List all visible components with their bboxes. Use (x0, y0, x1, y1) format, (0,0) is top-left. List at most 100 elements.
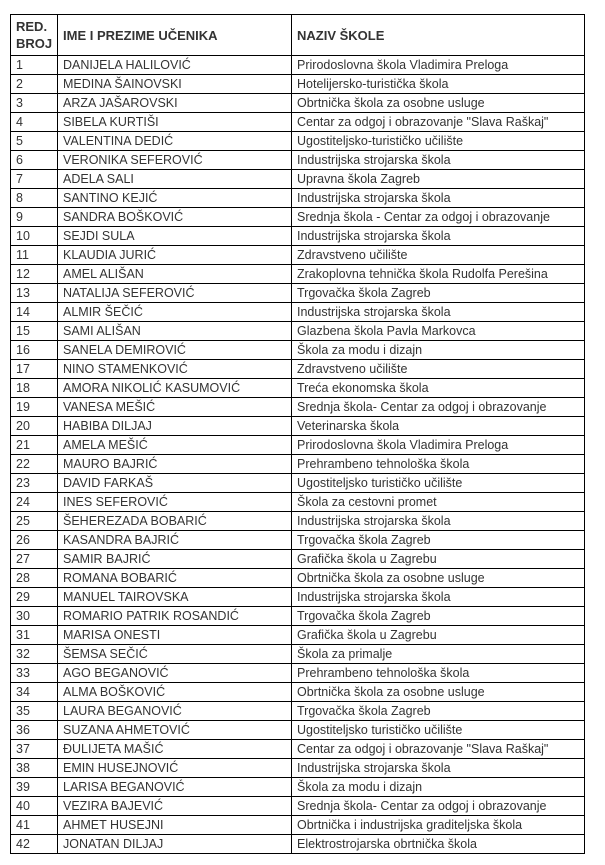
table-row: 23 DAVID FARKAŠ Ugostiteljsko turističko u… (10, 473, 585, 493)
table-row: 19 VANESA MEŠIĆ Srednja škola- Centar za o… (10, 397, 585, 417)
school-name: Prirodoslovna škola Vladimira Preloga (291, 55, 585, 75)
row-number: 2 (10, 74, 58, 94)
school-name: Škola za primalje (291, 644, 585, 664)
school-name: Industrijska strojarska škola (291, 188, 585, 208)
row-number: 13 (10, 283, 58, 303)
row-number: 30 (10, 606, 58, 626)
row-number: 1 (10, 55, 58, 75)
table-row: 3 ARZA JAŠAROVSKI Obrtnička škola za osobn… (10, 93, 585, 113)
table-row: 6 VERONIKA SEFEROVIĆ Industrijska strojars… (10, 150, 585, 170)
row-number: 5 (10, 131, 58, 151)
school-name: Centar za odgoj i obrazovanje "Slava Raš… (291, 112, 585, 132)
row-number: 34 (10, 682, 58, 702)
student-name: ARZA JAŠAROVSKI (57, 93, 292, 113)
student-name: NINO STAMENKOVIĆ (57, 359, 292, 379)
school-name: Trgovačka škola Zagreb (291, 283, 585, 303)
student-name: VERONIKA SEFEROVIĆ (57, 150, 292, 170)
student-name: NATALIJA SEFEROVIĆ (57, 283, 292, 303)
student-name: AMELA MEŠIĆ (57, 435, 292, 455)
school-name: Trgovačka škola Zagreb (291, 530, 585, 550)
row-number: 38 (10, 758, 58, 778)
table-row: 29 MANUEL TAIROVSKA Industrijska strojarsk… (10, 587, 585, 607)
student-name: ROMANA BOBARIĆ (57, 568, 292, 588)
row-number: 37 (10, 739, 58, 759)
student-name: SEJDI SULA (57, 226, 292, 246)
student-name: ADELA SALI (57, 169, 292, 189)
school-name: Grafička škola u Zagrebu (291, 549, 585, 569)
row-number: 8 (10, 188, 58, 208)
row-number: 6 (10, 150, 58, 170)
table-row: 25 ŠEHEREZADA BOBARIĆ Industrijska strojar… (10, 511, 585, 531)
row-number: 12 (10, 264, 58, 284)
table-row: 31 MARISA ONESTI Grafička škola u Zagrebu (10, 625, 585, 645)
row-number: 7 (10, 169, 58, 189)
header-number: RED. BROJ (10, 14, 58, 56)
table-row: 39 LARISA BEGANOVIĆ Škola za modu i dizajn (10, 777, 585, 797)
table-row: 33 AGO BEGANOVIĆ Prehrambeno tehnološka šk… (10, 663, 585, 683)
row-number: 32 (10, 644, 58, 664)
school-name: Treća ekonomska škola (291, 378, 585, 398)
student-name: VANESA MEŠIĆ (57, 397, 292, 417)
student-name: AGO BEGANOVIĆ (57, 663, 292, 683)
school-name: Grafička škola u Zagrebu (291, 625, 585, 645)
student-name: AMEL ALIŠAN (57, 264, 292, 284)
table-row: 20 HABIBA DILJAJ Veterinarska škola (10, 416, 585, 436)
table-row: 15 SAMI ALIŠAN Glazbena škola Pavla Markov… (10, 321, 585, 341)
header-student-name: IME I PREZIME UČENIKA (57, 14, 292, 56)
school-name: Veterinarska škola (291, 416, 585, 436)
table-row: 11 KLAUDIA JURIĆ Zdravstveno učilište (10, 245, 585, 265)
table-row: 38 EMIN HUSEJNOVIĆ Industrijska strojarska… (10, 758, 585, 778)
student-name: ŠEMSA SEČIĆ (57, 644, 292, 664)
table-row: 9 SANDRA BOŠKOVIĆ Srednja škola - Centar z… (10, 207, 585, 227)
school-name: Zdravstveno učilište (291, 359, 585, 379)
student-name: LARISA BEGANOVIĆ (57, 777, 292, 797)
school-name: Upravna škola Zagreb (291, 169, 585, 189)
school-name: Centar za odgoj i obrazovanje "Slava Raš… (291, 739, 585, 759)
row-number: 23 (10, 473, 58, 493)
row-number: 33 (10, 663, 58, 683)
students-table: RED. BROJ IME I PREZIME UČENIKA NAZIV ŠK… (10, 14, 585, 854)
school-name: Ugostiteljsko turističko učilište (291, 720, 585, 740)
student-name: LAURA BEGANOVIĆ (57, 701, 292, 721)
school-name: Škola za modu i dizajn (291, 777, 585, 797)
student-name: ROMARIO PATRIK ROSANDIĆ (57, 606, 292, 626)
school-name: Prirodoslovna škola Vladimira Preloga (291, 435, 585, 455)
school-name: Trgovačka škola Zagreb (291, 701, 585, 721)
row-number: 3 (10, 93, 58, 113)
table-row: 12 AMEL ALIŠAN Zrakoplovna tehnička škola … (10, 264, 585, 284)
student-name: EMIN HUSEJNOVIĆ (57, 758, 292, 778)
table-row: 16 SANELA DEMIROVIĆ Škola za modu i dizajn (10, 340, 585, 360)
table-row: 13 NATALIJA SEFEROVIĆ Trgovačka škola Zagr… (10, 283, 585, 303)
row-number: 22 (10, 454, 58, 474)
table-row: 1 DANIJELA HALILOVIĆ Prirodoslovna škola V… (10, 55, 585, 75)
school-name: Ugostiteljsko-turističko učilište (291, 131, 585, 151)
table-row: 27 SAMIR BAJRIĆ Grafička škola u Zagrebu (10, 549, 585, 569)
school-name: Zrakoplovna tehnička škola Rudolfa Pereš… (291, 264, 585, 284)
student-name: MANUEL TAIROVSKA (57, 587, 292, 607)
student-name: ŠEHEREZADA BOBARIĆ (57, 511, 292, 531)
table-row: 34 ALMA BOŠKOVIĆ Obrtnička škola za osobne… (10, 682, 585, 702)
row-number: 36 (10, 720, 58, 740)
row-number: 25 (10, 511, 58, 531)
student-name: HABIBA DILJAJ (57, 416, 292, 436)
row-number: 24 (10, 492, 58, 512)
table-row: 28 ROMANA BOBARIĆ Obrtnička škola za osobn… (10, 568, 585, 588)
table-row: 32 ŠEMSA SEČIĆ Škola za primalje (10, 644, 585, 664)
student-name: KLAUDIA JURIĆ (57, 245, 292, 265)
table-row: 18 AMORA NIKOLIĆ KASUMOVIĆ Treća ekonomska… (10, 378, 585, 398)
row-number: 17 (10, 359, 58, 379)
table-row: 26 KASANDRA BAJRIĆ Trgovačka škola Zagreb (10, 530, 585, 550)
school-name: Prehrambeno tehnološka škola (291, 454, 585, 474)
row-number: 31 (10, 625, 58, 645)
student-name: AHMET HUSEJNI (57, 815, 292, 835)
student-name: SAMIR BAJRIĆ (57, 549, 292, 569)
school-name: Industrijska strojarska škola (291, 511, 585, 531)
school-name: Industrijska strojarska škola (291, 587, 585, 607)
table-row: 7 ADELA SALI Upravna škola Zagreb (10, 169, 585, 189)
row-number: 21 (10, 435, 58, 455)
student-name: AMORA NIKOLIĆ KASUMOVIĆ (57, 378, 292, 398)
row-number: 16 (10, 340, 58, 360)
student-name: DAVID FARKAŠ (57, 473, 292, 493)
row-number: 28 (10, 568, 58, 588)
row-number: 18 (10, 378, 58, 398)
